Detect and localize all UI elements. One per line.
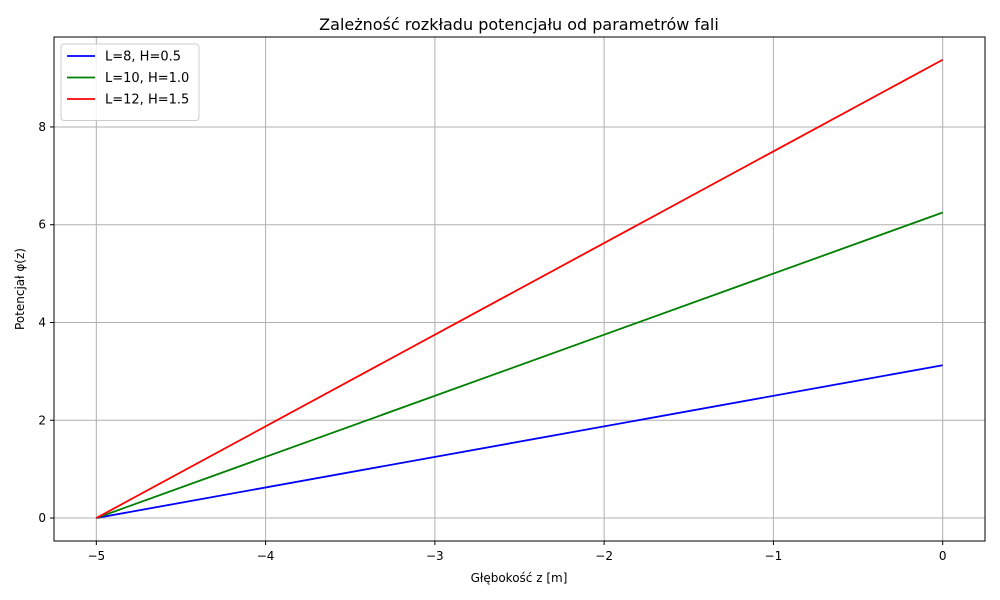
axis-ticks: −5 −4 −3 −2 −1 0 0 2 4 6 8 <box>38 120 946 563</box>
y-tick-label: 0 <box>38 511 46 525</box>
legend-label: L=12, H=1.5 <box>105 93 189 108</box>
legend-label: L=10, H=1.0 <box>105 71 189 86</box>
x-tick-label: −3 <box>426 549 444 563</box>
series-lines <box>95 58 944 519</box>
y-tick-label: 6 <box>38 218 46 232</box>
y-tick-label: 8 <box>38 120 46 134</box>
x-tick-label: −1 <box>765 549 783 563</box>
x-tick-label: −5 <box>87 549 105 563</box>
legend: L=8, H=0.5 L=10, H=1.0 L=12, H=1.5 <box>60 43 200 121</box>
grid <box>54 37 985 541</box>
y-axis-label: Potencjał φ(z) <box>13 248 27 330</box>
x-axis-label: Głębokość z [m] <box>471 571 568 585</box>
x-tick-label: −4 <box>257 549 275 563</box>
plot-frame <box>53 36 986 542</box>
series-line-1 <box>96 364 943 519</box>
x-tick-label: −2 <box>595 549 613 563</box>
y-tick-label: 4 <box>38 315 46 329</box>
series-line-2 <box>96 211 943 519</box>
chart-title: Zależność rozkładu potencjału od paramet… <box>319 15 719 34</box>
legend-box <box>60 43 200 121</box>
series-line-3 <box>95 58 944 519</box>
x-tick-label: 0 <box>939 549 947 563</box>
legend-label: L=8, H=0.5 <box>105 50 181 65</box>
y-tick-label: 2 <box>38 413 46 427</box>
